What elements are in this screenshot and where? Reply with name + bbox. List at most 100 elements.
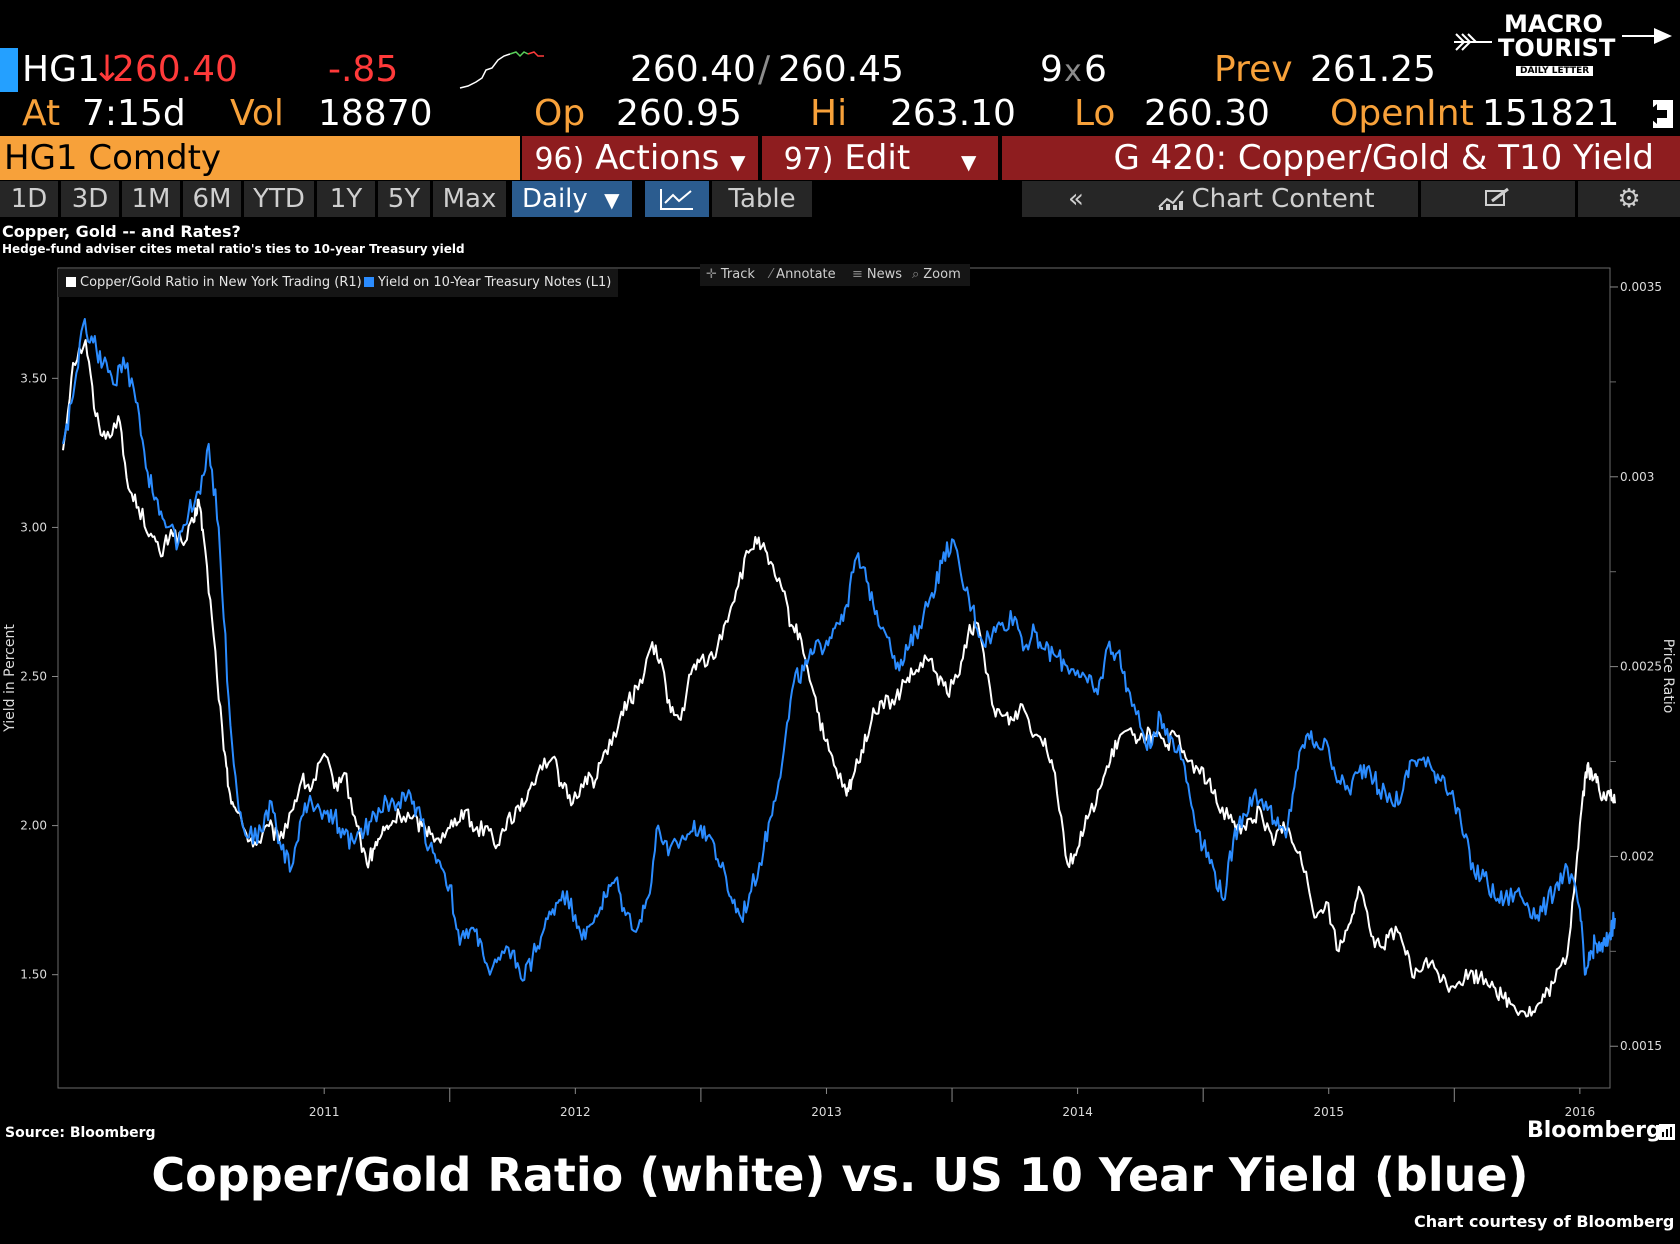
courtesy-note: Chart courtesy of Bloomberg	[1414, 1212, 1675, 1231]
y-right-tick-label: 0.0035	[1620, 280, 1662, 294]
function-title-text: G 420: Copper/Gold & T10 Yield	[1113, 138, 1654, 178]
gear-icon: ⚙	[1617, 184, 1641, 214]
range-1m[interactable]: 1M	[122, 181, 180, 217]
size-separator: x	[1064, 54, 1082, 89]
chart-toolbar: 1D 3D 1M 6M YTD 1Y 5Y Max Daily ▼ Table …	[0, 181, 1680, 217]
edit-label: Edit	[844, 138, 911, 178]
range-1y[interactable]: 1Y	[317, 181, 375, 217]
source-note: Source: Bloomberg	[5, 1125, 156, 1141]
chart-content-button[interactable]: Chart Content	[1114, 181, 1418, 217]
ticker-flag	[0, 48, 18, 92]
line-chart-view-button[interactable]	[645, 181, 709, 217]
chart-legend: Copper/Gold Ratio in New York Trading (R…	[58, 269, 618, 297]
annotate-tool-button[interactable]	[1421, 181, 1575, 217]
bloomberg-brand: Bloomberg	[1527, 1118, 1662, 1143]
bid-price: 260.40	[630, 49, 756, 90]
legend-swatch-white	[66, 277, 76, 287]
legend-treasury-yield[interactable]: Yield on 10-Year Treasury Notes (L1)	[364, 275, 611, 290]
zoom-tool[interactable]: ⌕ Zoom	[912, 267, 961, 282]
y-right-tick-label: 0.0025	[1620, 660, 1662, 674]
collapse-button[interactable]: «	[1022, 181, 1130, 217]
y-left-tick-label: 2.50	[20, 670, 47, 684]
y-left-tick-label: 3.00	[20, 520, 47, 534]
logo-line2: TOURIST	[1498, 34, 1616, 62]
chart-caption: Copper/Gold Ratio (white) vs. US 10 Year…	[151, 1148, 1529, 1202]
news-label: News	[866, 267, 903, 282]
y-right-tick-label: 0.002	[1620, 849, 1654, 863]
table-view-button[interactable]: Table	[712, 181, 812, 217]
double-chevron-left-icon: «	[1068, 184, 1084, 214]
settings-button[interactable]: ⚙	[1578, 181, 1680, 217]
zoom-label: Zoom	[923, 267, 961, 282]
chart-title: Copper, Gold -- and Rates?	[2, 222, 241, 241]
sparkline-icon	[459, 51, 544, 89]
security-field[interactable]: HG1 Comdty	[0, 136, 520, 180]
chevron-down-icon: ▼	[960, 150, 977, 174]
series-line-treasury-yield	[62, 318, 1616, 982]
news-icon: ≡	[852, 267, 863, 282]
annotate-tool[interactable]: ⁄ Annotate	[770, 267, 836, 282]
function-bar: HG1 Comdty 96) Actions ▼ 97) Edit ▼ G 42…	[0, 136, 1680, 180]
macro-tourist-logo: MACRO TOURIST DAILY LETTER	[1452, 10, 1680, 88]
legend-copper-gold-label: Copper/Gold Ratio in New York Trading (R…	[80, 275, 362, 290]
track-label: Track	[720, 267, 755, 282]
actions-number: 96)	[534, 142, 585, 177]
chart-content-label: Chart Content	[1191, 184, 1375, 214]
high-price: 263.10	[890, 93, 1016, 134]
actions-menu[interactable]: 96) Actions ▼	[522, 136, 758, 180]
pencil-icon	[1485, 187, 1509, 206]
x-tick-label: 2012	[560, 1105, 591, 1119]
range-1d[interactable]: 1D	[0, 181, 58, 217]
prev-close: 261.25	[1310, 49, 1436, 90]
high-label: Hi	[810, 93, 848, 134]
open-price: 260.95	[616, 93, 742, 134]
ask-size: 6	[1084, 49, 1107, 90]
range-3d[interactable]: 3D	[61, 181, 119, 217]
x-tick-label: 2015	[1313, 1105, 1344, 1119]
range-max[interactable]: Max	[433, 181, 506, 217]
export-icon[interactable]	[1645, 98, 1675, 130]
crosshair-icon: ✛	[706, 267, 717, 282]
y-left-tick-label: 1.50	[20, 968, 47, 982]
ask-price: 260.45	[778, 49, 904, 90]
last-price: 260.40	[112, 49, 238, 90]
chevron-down-icon: ▼	[730, 150, 746, 174]
annotate-label: Annotate	[776, 267, 836, 282]
legend-copper-gold[interactable]: Copper/Gold Ratio in New York Trading (R…	[66, 275, 362, 290]
actions-label: Actions	[595, 138, 720, 178]
arrow-fletching-icon	[1454, 33, 1492, 51]
range-6m[interactable]: 6M	[183, 181, 241, 217]
y-axis-right-label: Price Ratio	[1660, 639, 1676, 714]
legend-swatch-blue	[364, 277, 374, 287]
prev-label: Prev	[1214, 49, 1293, 90]
range-5y[interactable]: 5Y	[378, 181, 430, 217]
function-title: G 420: Copper/Gold & T10 Yield	[1002, 136, 1680, 180]
chevron-down-icon: ▼	[604, 188, 620, 212]
volume: 18870	[318, 93, 433, 134]
x-tick-label: 2013	[811, 1105, 842, 1119]
series-line-copper-gold	[62, 339, 1616, 1018]
news-tool[interactable]: ≡ News	[852, 267, 902, 282]
open-label: Op	[534, 93, 586, 134]
last-time: 7:15d	[82, 93, 186, 134]
at-label: At	[22, 93, 61, 134]
y-right-tick-label: 0.0015	[1620, 1039, 1662, 1053]
net-change: -.85	[328, 49, 399, 90]
line-chart-icon	[660, 189, 693, 210]
bid-size: 9	[1040, 49, 1063, 90]
security-label: HG1 Comdty	[4, 138, 222, 178]
y-axis-left-label: Yield in Percent	[2, 624, 18, 733]
frequency-dropdown[interactable]: Daily ▼	[512, 181, 632, 217]
logo-line1: MACRO	[1504, 10, 1603, 38]
track-tool[interactable]: ✛ Track	[706, 267, 755, 282]
ticker-symbol[interactable]: HG1	[22, 49, 100, 90]
edit-menu[interactable]: 97) Edit ▼	[762, 136, 998, 180]
x-tick-label: 2016	[1565, 1105, 1596, 1119]
range-ytd[interactable]: YTD	[244, 181, 314, 217]
y-right-tick-label: 0.003	[1620, 470, 1654, 484]
chart-content-icon	[1158, 190, 1185, 210]
logo-line3: DAILY LETTER	[1516, 66, 1594, 76]
volume-label: Vol	[230, 93, 284, 134]
arrow-head-icon	[1622, 28, 1672, 44]
